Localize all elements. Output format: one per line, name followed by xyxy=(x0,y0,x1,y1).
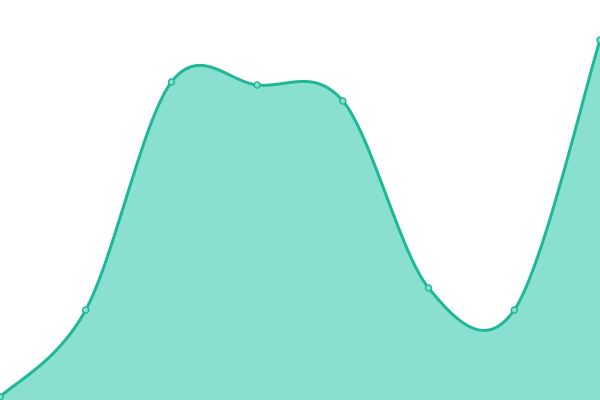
data-point-1 xyxy=(81,306,90,314)
data-point-4 xyxy=(339,97,347,105)
data-point-2 xyxy=(167,78,176,86)
data-point-7 xyxy=(596,36,600,44)
data-point-0 xyxy=(0,393,4,400)
data-points xyxy=(0,36,600,400)
data-point-3 xyxy=(253,81,261,89)
data-point-5 xyxy=(424,284,433,292)
area-fill xyxy=(0,40,600,400)
data-point-6 xyxy=(510,306,519,314)
